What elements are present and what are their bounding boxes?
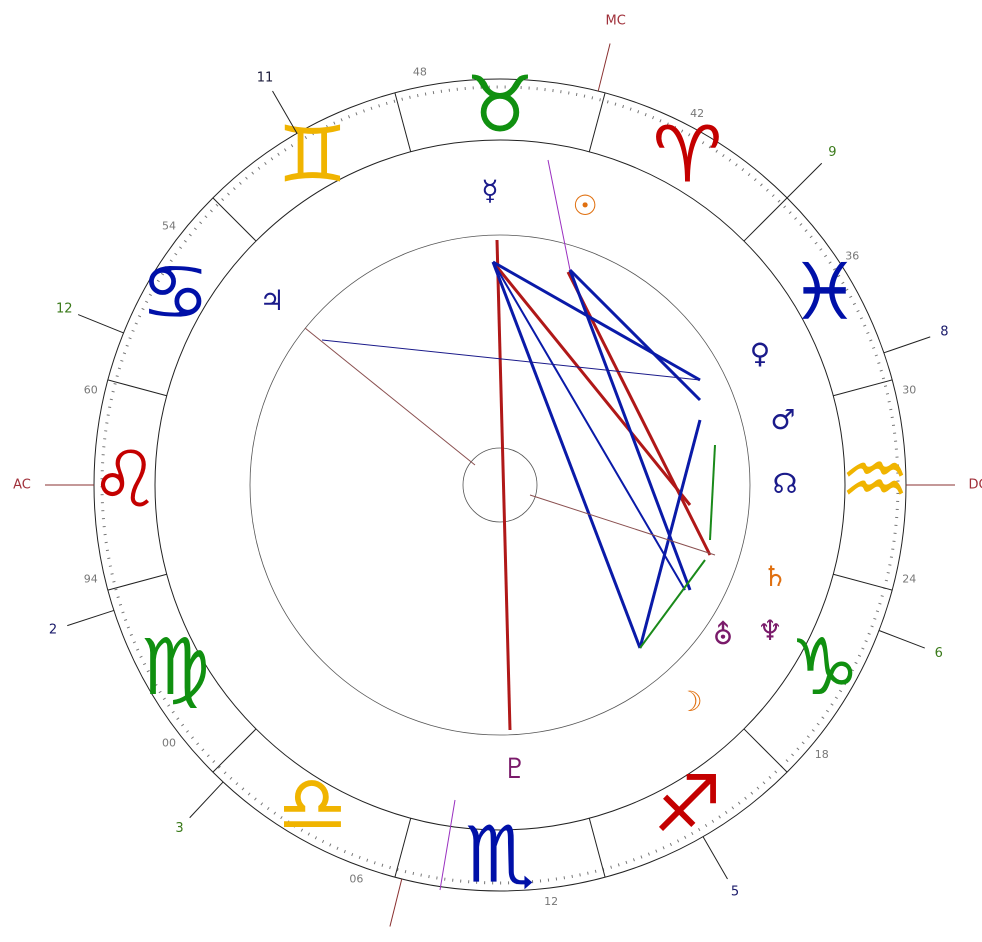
angle-label: DC bbox=[968, 478, 982, 493]
planet: ⛢ bbox=[713, 618, 734, 651]
angle-line bbox=[598, 44, 610, 92]
planet: ♇ bbox=[502, 752, 527, 785]
angle-label: AC bbox=[13, 478, 31, 493]
planet: ♂ bbox=[770, 403, 795, 436]
degree-label: 36 bbox=[845, 249, 859, 262]
house-number: 9 bbox=[828, 145, 836, 160]
sign-boundary bbox=[589, 93, 605, 152]
angle-line bbox=[390, 879, 402, 927]
degree-label: 48 bbox=[413, 66, 427, 79]
sign-boundary bbox=[833, 380, 892, 396]
astro-wheel: ♒♓♈♉♊♋♌♍♎♏♐♑MCDCICAC98653212114236302418… bbox=[0, 0, 982, 942]
house-cusp bbox=[190, 782, 223, 818]
zodiac-sign: ♐ bbox=[653, 760, 723, 850]
zodiac-sign: ♏ bbox=[465, 810, 535, 900]
degree-label: 54 bbox=[162, 219, 176, 232]
zodiac-sign: ♎ bbox=[278, 760, 348, 850]
zodiac-sign: ♌ bbox=[90, 435, 160, 525]
sign-boundary bbox=[744, 729, 787, 772]
degree-label: 06 bbox=[349, 873, 363, 886]
degree-label: 12 bbox=[544, 895, 558, 908]
house-cusp bbox=[787, 163, 822, 198]
planet: ♀ bbox=[750, 337, 771, 370]
planet: ☉ bbox=[572, 189, 597, 222]
degree-label: 42 bbox=[690, 107, 704, 120]
planet: ♆ bbox=[757, 614, 782, 647]
house-number: 11 bbox=[257, 70, 274, 85]
angle-label: MC bbox=[605, 14, 625, 29]
zodiac-sign: ♍ bbox=[140, 623, 210, 713]
degree-label: 94 bbox=[84, 572, 98, 585]
house-cusp bbox=[884, 337, 930, 353]
degree-label: 30 bbox=[902, 384, 916, 397]
house-number: 8 bbox=[940, 324, 948, 339]
sign-boundary bbox=[395, 818, 411, 877]
planet: ♃ bbox=[259, 284, 284, 317]
zodiac-sign: ♋ bbox=[140, 248, 210, 338]
sign-boundary bbox=[744, 198, 787, 241]
house-number: 3 bbox=[175, 821, 183, 836]
house-number: 12 bbox=[56, 301, 73, 316]
house-number: 6 bbox=[935, 646, 943, 661]
planet: ☿ bbox=[481, 174, 498, 207]
planet: ☽ bbox=[677, 685, 702, 718]
zodiac-sign: ♒ bbox=[840, 435, 910, 525]
planet: ☊ bbox=[773, 467, 798, 500]
sign-boundary bbox=[395, 93, 411, 152]
sign-boundary bbox=[833, 574, 892, 590]
degree-label: 18 bbox=[815, 748, 829, 761]
degree-label: 24 bbox=[902, 572, 916, 585]
planet: ♄ bbox=[762, 560, 787, 593]
house-cusp bbox=[879, 630, 925, 648]
degree-label: 60 bbox=[84, 384, 98, 397]
sign-boundary bbox=[589, 818, 605, 877]
house-cusp bbox=[67, 610, 114, 625]
sign-boundary bbox=[108, 380, 167, 396]
sign-boundary bbox=[213, 729, 256, 772]
house-cusp bbox=[78, 315, 123, 333]
house-number: 2 bbox=[49, 623, 57, 638]
house-number: 5 bbox=[731, 885, 739, 900]
zodiac-sign: ♉ bbox=[465, 60, 535, 150]
sign-boundary bbox=[213, 198, 256, 241]
degree-label: 00 bbox=[162, 737, 176, 750]
sign-boundary bbox=[108, 574, 167, 590]
zodiac-sign: ♊ bbox=[278, 111, 348, 201]
zodiac-sign: ♈ bbox=[653, 111, 723, 201]
zodiac-sign: ♑ bbox=[790, 623, 860, 713]
